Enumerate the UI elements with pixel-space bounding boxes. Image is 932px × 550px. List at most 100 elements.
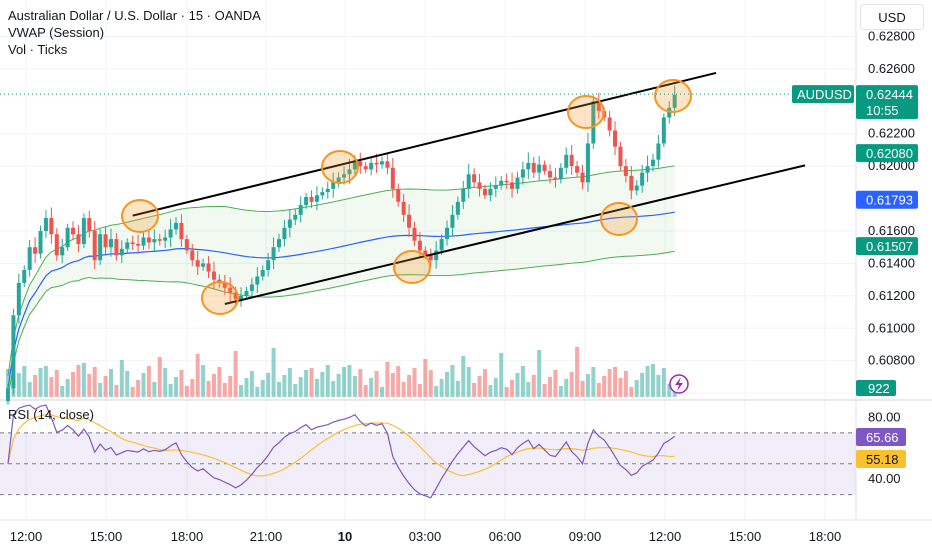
- volume-bar: [206, 381, 211, 397]
- volume-bar: [81, 363, 86, 397]
- volume-bar: [461, 356, 466, 397]
- volume-bar: [60, 386, 65, 397]
- volume-bar: [65, 379, 70, 397]
- volume-tag-value: 922: [868, 381, 890, 396]
- candle-body: [287, 219, 292, 228]
- currency-button[interactable]: USD: [860, 4, 924, 30]
- candle-body: [520, 169, 525, 178]
- candle-body: [407, 214, 412, 228]
- volume-bar: [293, 384, 298, 397]
- rsi-value-tag: [856, 428, 906, 446]
- candle-body: [157, 239, 162, 241]
- volume-bar: [623, 371, 628, 397]
- candle-body: [445, 227, 450, 240]
- volume-bar: [325, 365, 330, 397]
- candle-body: [271, 247, 276, 261]
- candle-body: [195, 260, 200, 267]
- volume-bar: [439, 379, 444, 397]
- indicator-price-value: 0.61507: [866, 239, 913, 254]
- volume-bar: [482, 369, 487, 397]
- candle-body: [87, 218, 92, 232]
- candle-body: [184, 239, 189, 251]
- volume-bar: [607, 369, 612, 397]
- volume-bar: [575, 347, 580, 397]
- volume-bar: [157, 357, 162, 397]
- candle-body: [613, 130, 618, 147]
- candle-body: [374, 162, 379, 165]
- volume-bar: [38, 368, 43, 397]
- candle-body: [672, 94, 677, 108]
- indicator-price-value: 0.62080: [866, 146, 913, 161]
- indicator-price-tag: [856, 144, 918, 163]
- annotation-circle: [201, 281, 239, 315]
- symbol-tag: [792, 85, 854, 104]
- volume-bar: [320, 372, 325, 397]
- candle-body: [482, 188, 487, 196]
- volume-bar: [54, 370, 59, 397]
- candle-body: [358, 161, 363, 167]
- volume-bar: [314, 379, 319, 397]
- volume-bar: [428, 370, 433, 397]
- candle-body: [11, 315, 16, 389]
- volume-bar: [287, 368, 292, 397]
- rsi-ma-line: [7, 413, 675, 477]
- volume-bar: [98, 383, 103, 397]
- volume-legend[interactable]: Vol · Ticks: [8, 42, 68, 57]
- volume-bar: [33, 375, 38, 397]
- volume-bar: [618, 378, 623, 397]
- volume-bar: [304, 370, 309, 397]
- channel-lower-line: [224, 164, 806, 305]
- candle-body: [43, 218, 48, 232]
- volume-bar: [255, 387, 260, 397]
- volume-bar: [103, 376, 108, 397]
- volume-bar: [542, 384, 547, 397]
- candle-body: [542, 164, 547, 172]
- candle-body: [114, 239, 119, 256]
- candle-body: [569, 154, 574, 167]
- volume-bar: [531, 375, 536, 397]
- time-tick-label: 21:00: [250, 529, 283, 544]
- volume-bar: [282, 375, 287, 397]
- volume-bar: [374, 371, 379, 397]
- candle-body: [434, 250, 439, 261]
- volume-bar: [591, 367, 596, 397]
- volume-bar: [352, 376, 357, 397]
- volume-bar: [379, 387, 384, 397]
- candle-body: [22, 269, 27, 283]
- rsi-legend[interactable]: RSI (14, close): [8, 407, 94, 422]
- candle-body: [309, 196, 314, 202]
- price-tick-label: 0.62800: [868, 28, 915, 43]
- volume-bar: [130, 387, 135, 397]
- candle-body: [504, 180, 509, 183]
- volume-bar: [434, 386, 439, 397]
- candle-body: [130, 242, 135, 244]
- candle-body: [38, 231, 43, 254]
- volume-bar: [125, 371, 130, 397]
- vwap-legend[interactable]: VWAP (Session): [8, 25, 105, 40]
- volume-bar: [396, 366, 401, 397]
- last-price-tag: [856, 85, 918, 120]
- annotation-circle: [567, 95, 605, 129]
- time-tick-label: 03:00: [409, 529, 442, 544]
- volume-bar: [347, 365, 352, 397]
- candle-body: [645, 166, 650, 173]
- candle-body: [266, 260, 271, 270]
- candle-body: [336, 177, 341, 183]
- candle-body: [510, 182, 515, 189]
- candle-body: [423, 250, 428, 256]
- volume-bar: [629, 387, 634, 397]
- volume-bar: [195, 354, 200, 397]
- candle-body: [580, 172, 585, 183]
- vwap-lower-band: [7, 250, 675, 400]
- volume-bar: [569, 372, 574, 397]
- volume-bar: [488, 385, 493, 397]
- candle-body: [125, 242, 130, 249]
- candle-body: [293, 214, 298, 220]
- volume-bar: [201, 365, 206, 397]
- candle-body: [81, 218, 86, 244]
- candle-body: [656, 143, 661, 160]
- volume-bar: [190, 379, 195, 397]
- volume-bar: [390, 373, 395, 397]
- time-tick-label: 18:00: [809, 529, 842, 544]
